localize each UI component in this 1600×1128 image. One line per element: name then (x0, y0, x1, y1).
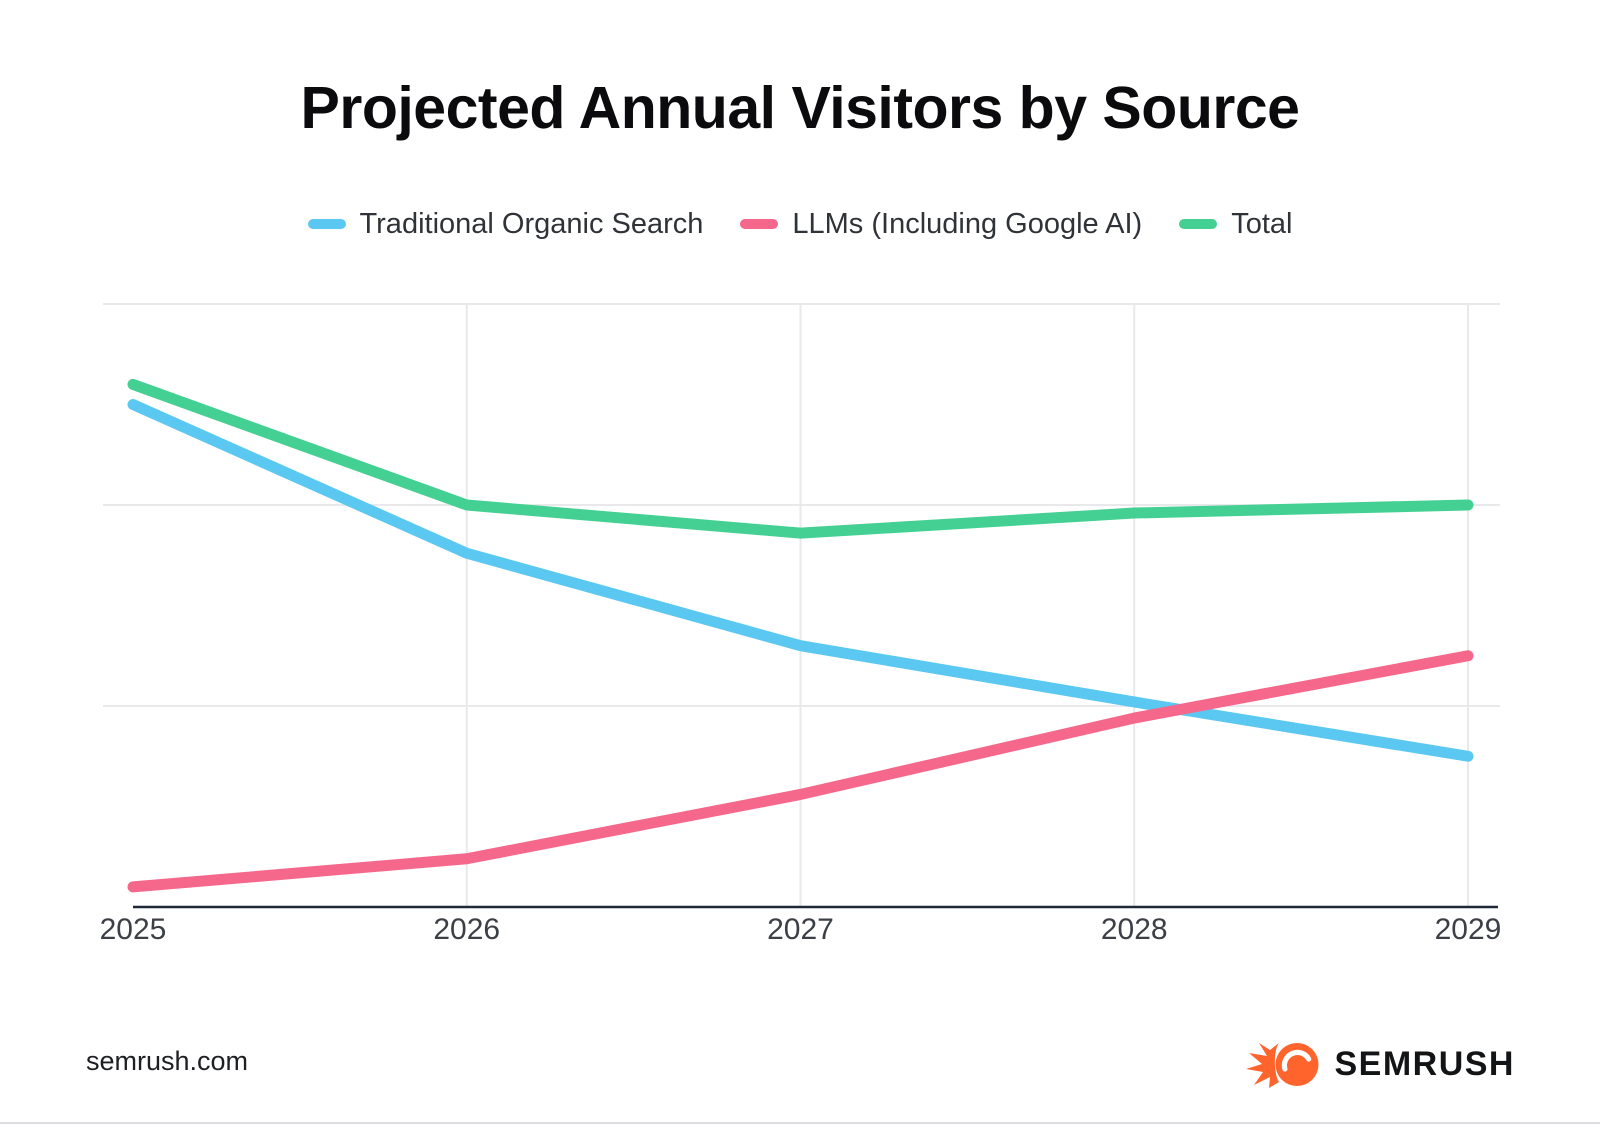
chart-title: Projected Annual Visitors by Source (300, 75, 1300, 141)
source-url: semrush.com (86, 1046, 249, 1076)
semrush-logo: SEMRUSH (1246, 1038, 1515, 1090)
x-axis: 2025 2026 2027 2028 2029 (0, 913, 1600, 955)
series-line-total (127, 378, 1474, 539)
legend-marker-total-icon (1179, 219, 1218, 229)
legend-item-traditional-organic-search: Traditional Organic Search (307, 207, 704, 241)
semrush-logo-text: SEMRUSH (1334, 1044, 1515, 1083)
x-axis-label-2025: 2025 (99, 913, 167, 946)
x-axis-label-2027: 2027 (767, 913, 834, 946)
series-line-llms-including-google-ai- (127, 650, 1474, 893)
legend-item-total: Total (1179, 208, 1292, 241)
legend-label-traditional-organic-search: Traditional Organic Search (359, 207, 704, 240)
x-axis-label-2028: 2028 (1100, 913, 1168, 946)
x-axis-label-2029: 2029 (1434, 913, 1502, 946)
legend-label-total: Total (1231, 207, 1293, 240)
series-line-traditional-organic-search (127, 399, 1474, 762)
legend-marker-llms-icon (740, 219, 779, 229)
image-bottom-border (0, 1122, 1600, 1124)
legend-marker-traditional-organic-search-icon (307, 219, 346, 229)
chart-legend: Traditional Organic Search LLMs (Includi… (0, 200, 1600, 248)
legend-item-llms: LLMs (Including Google AI) (740, 208, 1142, 241)
semrush-logo-icon (1246, 1043, 1319, 1088)
legend-label-llms: LLMs (Including Google AI) (792, 207, 1143, 240)
x-axis-label-2026: 2026 (433, 913, 501, 946)
